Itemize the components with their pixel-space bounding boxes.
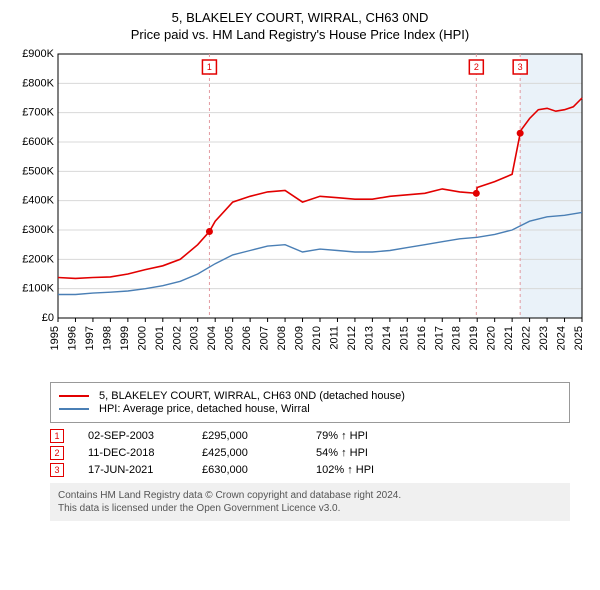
svg-text:2017: 2017	[433, 326, 445, 350]
sales-list: 1 02-SEP-2003 £295,000 79% ↑ HPI 2 11-DE…	[50, 429, 570, 477]
legend: 5, BLAKELEY COURT, WIRRAL, CH63 0ND (det…	[50, 382, 570, 423]
svg-text:2015: 2015	[398, 326, 410, 350]
svg-text:2009: 2009	[294, 326, 306, 350]
svg-text:2023: 2023	[538, 326, 550, 350]
svg-text:1996: 1996	[66, 326, 78, 350]
svg-text:2005: 2005	[224, 326, 236, 350]
sale-vs-hpi: 102% ↑ HPI	[316, 464, 406, 476]
sale-row: 3 17-JUN-2021 £630,000 102% ↑ HPI	[50, 463, 570, 477]
legend-label: 5, BLAKELEY COURT, WIRRAL, CH63 0ND (det…	[99, 390, 405, 402]
title-line-1: 5, BLAKELEY COURT, WIRRAL, CH63 0ND	[10, 10, 590, 25]
svg-text:1999: 1999	[119, 326, 131, 350]
svg-text:2000: 2000	[136, 326, 148, 350]
svg-text:£600K: £600K	[22, 136, 54, 148]
sale-date: 17-JUN-2021	[88, 464, 178, 476]
legend-swatch	[59, 408, 89, 410]
svg-text:2024: 2024	[556, 326, 568, 350]
svg-text:£400K: £400K	[22, 195, 54, 207]
svg-text:1997: 1997	[84, 326, 96, 350]
price-chart: £0 £100K £200K £300K £400K £500K £600K £700K £80…	[10, 48, 590, 378]
sale-price: £425,000	[202, 447, 292, 459]
sale-marker-1: 1	[50, 429, 64, 443]
attribution-line-1: Contains HM Land Registry data © Crown c…	[58, 489, 562, 502]
sale-price: £630,000	[202, 464, 292, 476]
svg-text:2021: 2021	[503, 326, 515, 350]
sale-date: 02-SEP-2003	[88, 430, 178, 442]
svg-text:1995: 1995	[49, 326, 61, 350]
legend-item-hpi: HPI: Average price, detached house, Wirr…	[59, 403, 561, 415]
legend-swatch	[59, 395, 89, 397]
sale-row: 2 11-DEC-2018 £425,000 54% ↑ HPI	[50, 446, 570, 460]
svg-text:1998: 1998	[101, 326, 113, 350]
svg-text:2008: 2008	[276, 326, 288, 350]
svg-text:2004: 2004	[206, 326, 218, 350]
svg-text:2014: 2014	[381, 326, 393, 350]
svg-text:2025: 2025	[573, 326, 585, 350]
title-line-2: Price paid vs. HM Land Registry's House …	[10, 27, 590, 42]
svg-text:£0: £0	[42, 312, 54, 324]
svg-text:£300K: £300K	[22, 224, 54, 236]
svg-text:£500K: £500K	[22, 165, 54, 177]
svg-text:2013: 2013	[363, 326, 375, 350]
chart-canvas: £0 £100K £200K £300K £400K £500K £600K £700K £80…	[10, 48, 590, 378]
svg-text:2003: 2003	[189, 326, 201, 350]
sale-vs-hpi: 79% ↑ HPI	[316, 430, 406, 442]
svg-text:£800K: £800K	[22, 77, 54, 89]
svg-text:1: 1	[207, 62, 212, 72]
legend-item-property: 5, BLAKELEY COURT, WIRRAL, CH63 0ND (det…	[59, 390, 561, 402]
sale-marker-3: 3	[50, 463, 64, 477]
sale-row: 1 02-SEP-2003 £295,000 79% ↑ HPI	[50, 429, 570, 443]
sale-marker-2: 2	[50, 446, 64, 460]
svg-text:2018: 2018	[451, 326, 463, 350]
svg-text:2010: 2010	[311, 326, 323, 350]
svg-text:2011: 2011	[328, 326, 340, 350]
svg-text:2012: 2012	[346, 326, 358, 350]
svg-text:2002: 2002	[171, 326, 183, 350]
svg-text:£700K: £700K	[22, 107, 54, 119]
attribution-line-2: This data is licensed under the Open Gov…	[58, 502, 562, 515]
svg-text:2022: 2022	[521, 326, 533, 350]
svg-text:£900K: £900K	[22, 48, 54, 60]
chart-title: 5, BLAKELEY COURT, WIRRAL, CH63 0ND Pric…	[10, 10, 590, 42]
svg-text:£100K: £100K	[22, 283, 54, 295]
svg-text:2016: 2016	[416, 326, 428, 350]
svg-text:2007: 2007	[259, 326, 271, 350]
attribution: Contains HM Land Registry data © Crown c…	[50, 483, 570, 521]
svg-text:2001: 2001	[154, 326, 166, 350]
svg-text:£200K: £200K	[22, 253, 54, 265]
svg-text:2019: 2019	[468, 326, 480, 350]
svg-text:2020: 2020	[486, 326, 498, 350]
svg-text:3: 3	[518, 62, 523, 72]
sale-date: 11-DEC-2018	[88, 447, 178, 459]
legend-label: HPI: Average price, detached house, Wirr…	[99, 403, 310, 415]
sale-vs-hpi: 54% ↑ HPI	[316, 447, 406, 459]
svg-text:2: 2	[474, 62, 479, 72]
svg-text:2006: 2006	[241, 326, 253, 350]
sale-price: £295,000	[202, 430, 292, 442]
